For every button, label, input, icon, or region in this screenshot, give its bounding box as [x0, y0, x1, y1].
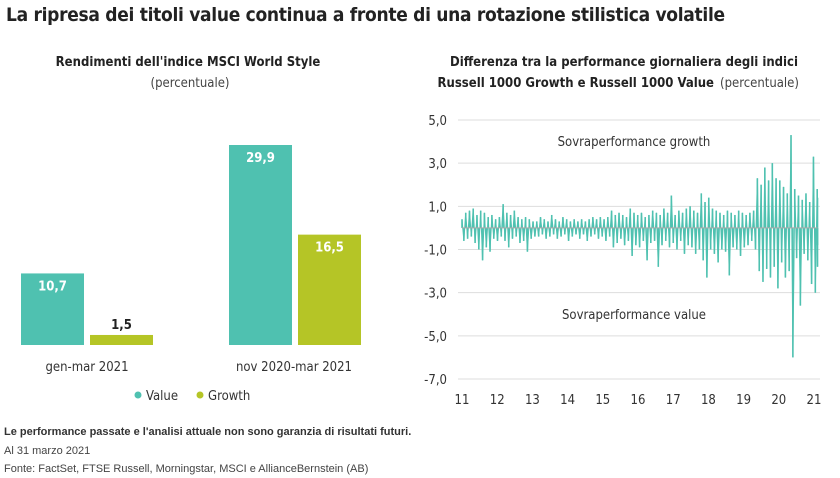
- legend: Value Growth: [134, 389, 250, 404]
- x-tick-label: 18: [701, 393, 716, 408]
- y-tick-label: 5,0: [428, 114, 447, 129]
- x-tick-label: 16: [631, 393, 646, 408]
- x-tick-label: 13: [525, 393, 540, 408]
- bar-value: [229, 145, 292, 345]
- y-tick-label: -7,0: [424, 373, 447, 388]
- bar-data-label: 1,5: [111, 318, 132, 333]
- y-tick-label: 3,0: [428, 157, 447, 172]
- legend-label-value: Value: [146, 389, 178, 404]
- bar-growth: [90, 334, 153, 345]
- x-tick-label: 15: [595, 393, 610, 408]
- footnote-date: Al 31 marzo 2021: [4, 445, 91, 457]
- footnote-disclaimer: Le performance passate e l'analisi attua…: [4, 426, 412, 438]
- bar-value: [21, 273, 84, 345]
- x-tick-label: 20: [771, 393, 786, 408]
- x-tick-label: 12: [490, 393, 505, 408]
- line-chart-title-1: Differenza tra la performance giornalier…: [450, 55, 798, 70]
- bar-growth: [298, 234, 361, 345]
- annotation-value: Sovraperformance value: [562, 308, 706, 323]
- y-tick-label: 1,0: [428, 200, 447, 215]
- y-tick-label: -5,0: [424, 330, 447, 345]
- x-tick-label: 21: [807, 393, 822, 408]
- footnote-source: Fonte: FactSet, FTSE Russell, Morningsta…: [4, 463, 369, 475]
- x-tick-label: 17: [666, 393, 681, 408]
- legend-swatch-value: [134, 391, 142, 399]
- legend-swatch-growth: [196, 391, 204, 399]
- bar-data-label: 29,9: [246, 151, 275, 166]
- y-tick-label: -3,0: [424, 287, 447, 302]
- bar-data-label: 10,7: [38, 279, 67, 294]
- bar-chart-title: Rendimenti dell'indice MSCI World Style: [56, 55, 321, 70]
- page-title: La ripresa dei titoli value continua a f…: [6, 4, 725, 26]
- bar-category-label: nov 2020-mar 2021: [236, 360, 352, 375]
- y-tick-label: -1,0: [424, 244, 447, 259]
- x-tick-label: 19: [736, 393, 751, 408]
- x-tick-label: 11: [455, 393, 470, 408]
- line-chart-title-2: Russell 1000 Growth e Russell 1000 Value: [438, 76, 715, 91]
- bar-data-label: 16,5: [315, 241, 344, 256]
- bar-category-label: gen-mar 2021: [45, 360, 128, 375]
- x-tick-label: 14: [560, 393, 575, 408]
- bar-chart-subtitle: (percentuale): [151, 76, 230, 91]
- annotation-growth: Sovraperformance growth: [558, 135, 711, 150]
- series-line: [461, 135, 818, 358]
- line-chart-subtitle: (percentuale): [720, 76, 799, 91]
- legend-label-growth: Growth: [208, 389, 250, 404]
